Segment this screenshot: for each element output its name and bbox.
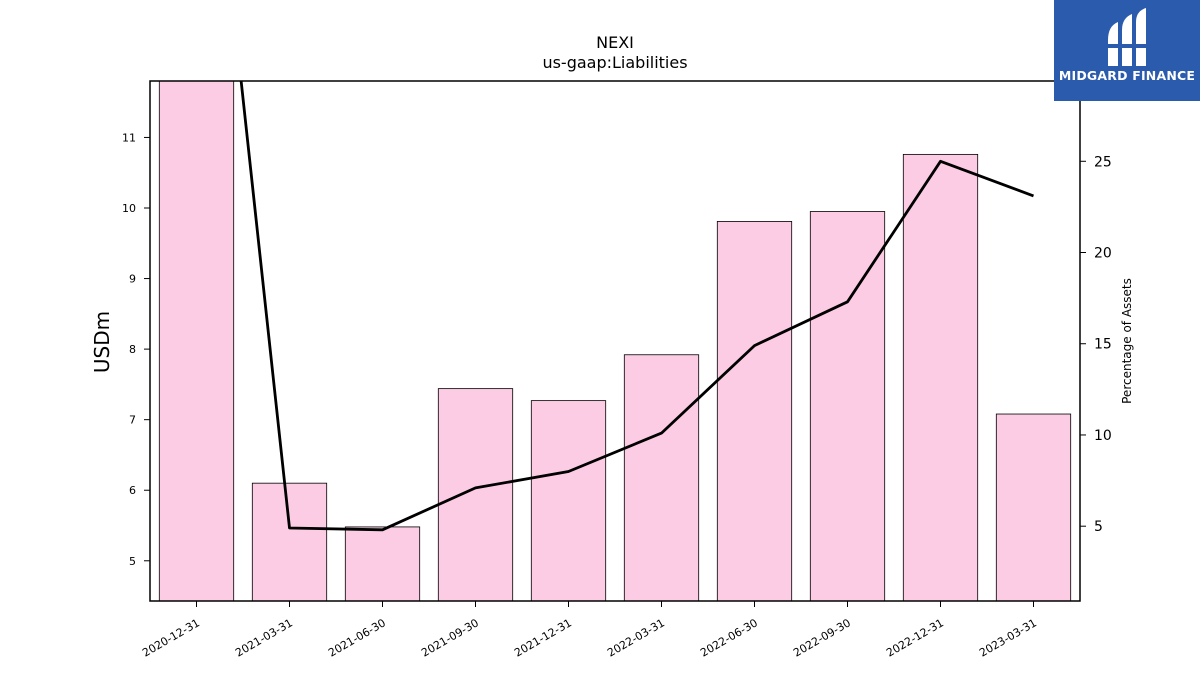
bar <box>251 482 328 602</box>
y-axis-label: USDm <box>90 311 114 373</box>
left-tick-label: 11 <box>122 131 136 144</box>
bar <box>902 153 979 602</box>
x-axis-ticks: 2020-12-31 2021-03-31 2021-06-30 2021-09-30… <box>140 601 1039 660</box>
right-tick-label: 10 <box>1094 428 1112 444</box>
bar <box>437 388 514 602</box>
x-tick-label: 2022-12-31 <box>884 616 946 659</box>
left-tick-label: 5 <box>129 555 136 568</box>
midgard-finance-logo: MIDGARD FINANCE <box>1054 0 1200 101</box>
x-tick-label: 2022-06-30 <box>698 616 760 659</box>
right-tick-label: 5 <box>1094 519 1103 535</box>
x-tick-label: 2020-12-31 <box>140 616 202 659</box>
right-tick-label: 25 <box>1094 154 1112 170</box>
percentage-line <box>239 81 1034 532</box>
left-tick-label: 10 <box>122 202 136 215</box>
logo-text: MIDGARD FINANCE <box>1058 68 1196 83</box>
y2-axis-label: Percentage of Assets <box>1120 278 1134 404</box>
left-tick-label: 8 <box>129 343 136 356</box>
bar <box>623 354 700 602</box>
right-tick-label: 15 <box>1094 337 1112 353</box>
plot-frame <box>149 80 1081 602</box>
bar <box>344 526 421 602</box>
midgard-logo-icon <box>1106 8 1148 66</box>
x-tick-label: 2021-12-31 <box>512 616 574 659</box>
bar <box>809 211 886 602</box>
right-tick-label: 20 <box>1094 246 1112 262</box>
bar <box>716 221 793 602</box>
left-tick-label: 6 <box>129 484 136 497</box>
chart-title: NEXI <box>596 33 634 52</box>
left-axis-ticks: 5 6 7 8 9 10 11 <box>122 131 150 568</box>
left-tick-label: 7 <box>129 414 136 427</box>
bar <box>530 400 607 602</box>
bar <box>995 413 1072 602</box>
x-tick-label: 2022-09-30 <box>791 616 853 659</box>
x-tick-label: 2023-03-31 <box>977 616 1039 659</box>
bar <box>158 80 235 602</box>
line-layer <box>239 81 1034 532</box>
left-tick-label: 9 <box>129 273 136 286</box>
x-tick-label: 2021-06-30 <box>326 616 388 659</box>
right-axis-ticks: 5 10 15 20 25 <box>1080 154 1112 535</box>
x-tick-label: 2021-03-31 <box>233 616 295 659</box>
x-tick-label: 2022-03-31 <box>605 616 667 659</box>
chart-subtitle: us-gaap:Liabilities <box>542 53 687 72</box>
x-tick-label: 2021-09-30 <box>419 616 481 659</box>
bars-layer <box>158 80 1072 602</box>
